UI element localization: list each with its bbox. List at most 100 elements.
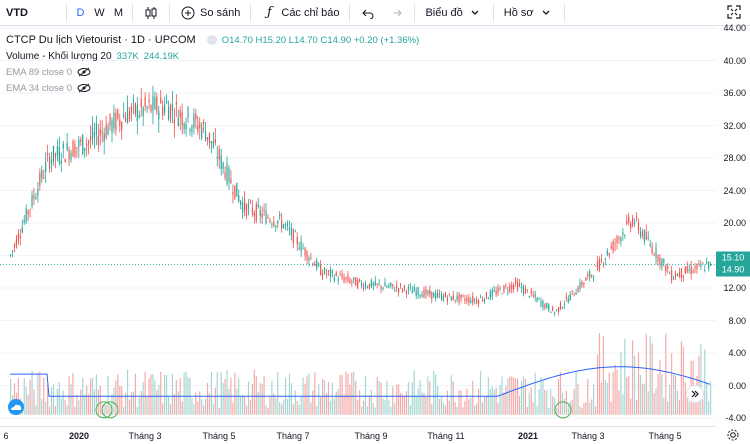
- candle-body: [598, 258, 601, 271]
- candle-body: [13, 244, 16, 247]
- time-tick-label: Tháng 9: [354, 431, 388, 441]
- candle-body: [283, 224, 285, 229]
- volume-bar: [68, 376, 70, 415]
- price-chart[interactable]: [0, 26, 716, 426]
- candle-body: [446, 297, 448, 302]
- candle-body: [567, 298, 569, 303]
- volume-bar: [676, 390, 679, 415]
- candle-body: [341, 274, 343, 279]
- chart-legend: CTCP Du lịch Vietourist · 1D · UPCOM O14…: [6, 32, 419, 96]
- candle-body: [76, 147, 78, 149]
- volume-bar: [115, 380, 117, 415]
- time-tick-label: Tháng 11: [427, 431, 465, 441]
- candle-body: [651, 246, 653, 253]
- candle-body: [612, 241, 614, 251]
- interval-day[interactable]: D: [76, 6, 85, 19]
- candle-body: [534, 293, 536, 298]
- volume-bar: [641, 383, 643, 415]
- redo-button[interactable]: [382, 2, 410, 24]
- time-axis[interactable]: 6 2020 Tháng 3 Tháng 5 Tháng 7 Tháng 9 Tháng 1…: [0, 426, 716, 444]
- legend-ema34-row[interactable]: EMA 34 close 0: [6, 80, 419, 96]
- candle-body: [150, 105, 152, 112]
- hidden-eye-icon[interactable]: [77, 67, 91, 77]
- price-axis[interactable]: 44.0040.0036.0032.0028.0024.0020.0016.00…: [716, 23, 750, 426]
- candle-body: [49, 156, 51, 169]
- candle-body: [474, 299, 476, 301]
- volume-bar: [678, 400, 681, 415]
- volume-bar: [60, 398, 62, 415]
- candle-body: [115, 112, 117, 131]
- candle-body: [458, 294, 460, 302]
- volume-bar: [226, 370, 228, 415]
- chart-type-dropdown[interactable]: Biểu đồ: [419, 2, 488, 24]
- candle-body: [688, 269, 690, 271]
- volume-bar: [173, 393, 175, 415]
- volume-bar: [485, 395, 487, 415]
- compare-button[interactable]: So sánh: [174, 2, 246, 24]
- top-toolbar: VTD D W M So sánh ƒ Các chỉ báo Biểu đồ: [0, 0, 750, 26]
- candle-body: [93, 132, 96, 138]
- volume-bar: [331, 382, 333, 415]
- candle-body: [320, 264, 322, 276]
- volume-bar: [27, 394, 29, 415]
- candle-body: [507, 290, 509, 292]
- candle-body: [362, 286, 365, 289]
- candle-body: [220, 154, 222, 169]
- volume-bar: [111, 393, 113, 415]
- time-tick-label: 6: [3, 431, 9, 441]
- candle-body: [392, 284, 394, 287]
- legend-ema89-row[interactable]: EMA 89 close 0: [6, 64, 419, 80]
- candle-body: [565, 296, 567, 299]
- volume-bar: [78, 400, 80, 415]
- volume-bar: [608, 372, 610, 415]
- hidden-eye-icon[interactable]: [77, 83, 91, 93]
- candle-body: [589, 271, 591, 278]
- volume-bar: [684, 382, 686, 415]
- volume-bar: [674, 375, 677, 415]
- tradingview-logo[interactable]: [7, 398, 25, 416]
- candle-body: [247, 204, 250, 209]
- symbol-search[interactable]: VTD: [6, 6, 28, 19]
- volume-bar: [362, 400, 365, 415]
- volume-bar: [657, 374, 659, 415]
- candle-body: [175, 102, 177, 105]
- volume-bar: [632, 340, 634, 415]
- legend-volume-row[interactable]: Volume - Khối lượng 20 337K 244.19K: [6, 48, 419, 64]
- volume-bar: [444, 405, 447, 415]
- volume-bar: [318, 384, 320, 415]
- interval-month[interactable]: M: [113, 6, 124, 19]
- volume-bar: [222, 382, 224, 415]
- candle-body: [454, 299, 456, 301]
- candle-body: [25, 208, 27, 222]
- volume-bar: [583, 402, 585, 415]
- interval-week[interactable]: W: [94, 6, 105, 19]
- candle-body: [335, 272, 337, 276]
- candle-body: [72, 141, 74, 157]
- volume-bar: [450, 375, 452, 415]
- candle-body: [156, 96, 158, 112]
- volume-bar: [261, 384, 263, 415]
- volume-bar: [364, 376, 367, 415]
- candle-body: [690, 266, 692, 275]
- candle-body: [614, 243, 616, 245]
- volume-bar: [132, 391, 135, 415]
- candle-body: [99, 129, 101, 136]
- undo-button[interactable]: [354, 2, 382, 24]
- chart-pane[interactable]: [0, 26, 716, 426]
- candle-body: [304, 247, 306, 256]
- profile-dropdown[interactable]: Hồ sơ: [498, 2, 560, 24]
- candle-body: [405, 290, 408, 295]
- price-tick-label: 8.00: [728, 315, 746, 326]
- volume-bar: [257, 392, 259, 415]
- candle-body: [610, 246, 612, 249]
- settings-button[interactable]: [726, 428, 740, 442]
- volume-value: 337K: [116, 50, 139, 62]
- candle-body: [460, 294, 462, 299]
- fullscreen-button[interactable]: [726, 4, 742, 23]
- chart-style-button[interactable]: [137, 2, 165, 24]
- candle-body: [386, 286, 388, 288]
- candle-body: [300, 241, 302, 252]
- scroll-to-realtime-button[interactable]: [686, 385, 704, 403]
- indicators-button[interactable]: ƒ Các chỉ báo: [255, 2, 345, 24]
- candle-body: [91, 127, 94, 140]
